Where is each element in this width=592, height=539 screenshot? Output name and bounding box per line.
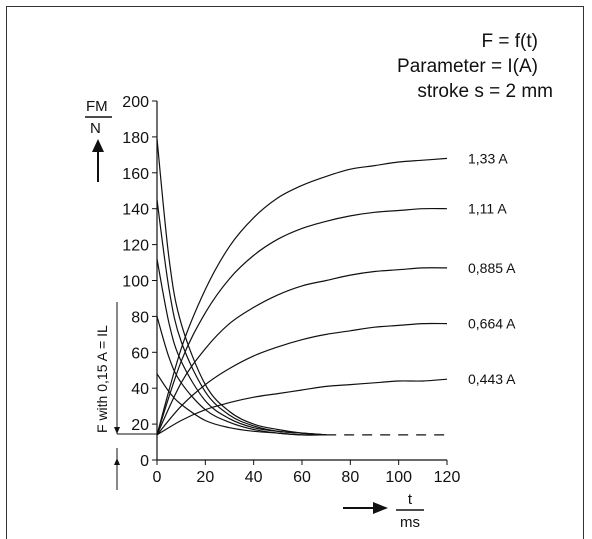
side-dimension-arrow-icon	[114, 427, 120, 434]
y-tick-label: 180	[122, 130, 149, 147]
lower-dimension-arrow-icon	[114, 458, 120, 465]
x-tick-label: 0	[153, 469, 162, 486]
series-label: 0,885 A	[468, 260, 516, 276]
y-axis-label-numerator: FM	[86, 98, 108, 115]
x-tick-label: 60	[293, 469, 311, 486]
y-tick-label: 160	[122, 166, 149, 183]
rising-curve	[156, 322, 448, 436]
series-labels: 1,33 A 1,11 A 0,885 A 0,664 A 0,443 A	[468, 150, 516, 387]
y-tick-label: 120	[122, 238, 149, 255]
x-tick-label: 80	[341, 469, 359, 486]
y-axis-label-denominator: N	[90, 120, 101, 137]
series-label: 1,11 A	[468, 201, 507, 217]
series-label: 0,664 A	[468, 316, 516, 332]
rising-curve	[156, 207, 448, 436]
y-tick-label: 100	[122, 274, 149, 291]
x-tick-label: 20	[196, 469, 214, 486]
series-group	[156, 138, 448, 436]
falling-curve	[156, 316, 327, 436]
x-tick-label: 40	[245, 469, 263, 486]
rising-curve	[156, 267, 448, 436]
x-axis-ticks: 0 20 40 60 80 100 120	[153, 460, 461, 486]
annotation-function: F = f(t)	[482, 31, 538, 52]
baseline-side-label: F with 0,15 A = IL	[94, 325, 110, 433]
x-axis-label-numerator: t	[408, 491, 413, 508]
y-tick-label: 200	[122, 94, 149, 111]
y-tick-label: 80	[131, 309, 149, 326]
y-tick-label: 60	[131, 345, 149, 362]
series-label: 1,33 A	[468, 150, 508, 166]
y-tick-label: 20	[131, 417, 149, 434]
x-tick-label: 120	[434, 469, 461, 486]
y-tick-label: 40	[131, 381, 149, 398]
annotation-parameter: Parameter = I(A)	[397, 56, 538, 77]
falling-curve	[156, 258, 327, 436]
x-tick-label: 100	[385, 469, 412, 486]
y-tick-label: 0	[140, 453, 149, 470]
y-axis-ticks: 0 20 40 60 80 100 120 140 160 180 200	[122, 94, 157, 470]
y-axis-arrow-icon	[92, 139, 104, 152]
falling-curve	[156, 373, 327, 436]
x-axis-arrow-icon	[373, 502, 388, 514]
x-axis-label-denominator: ms	[400, 514, 420, 531]
rising-curve	[156, 378, 448, 436]
series-label: 0,443 A	[468, 371, 516, 387]
chart-frame	[6, 6, 584, 539]
rising-curve	[156, 157, 448, 436]
annotation-stroke: stroke s = 2 mm	[417, 81, 553, 102]
y-tick-label: 140	[122, 202, 149, 219]
